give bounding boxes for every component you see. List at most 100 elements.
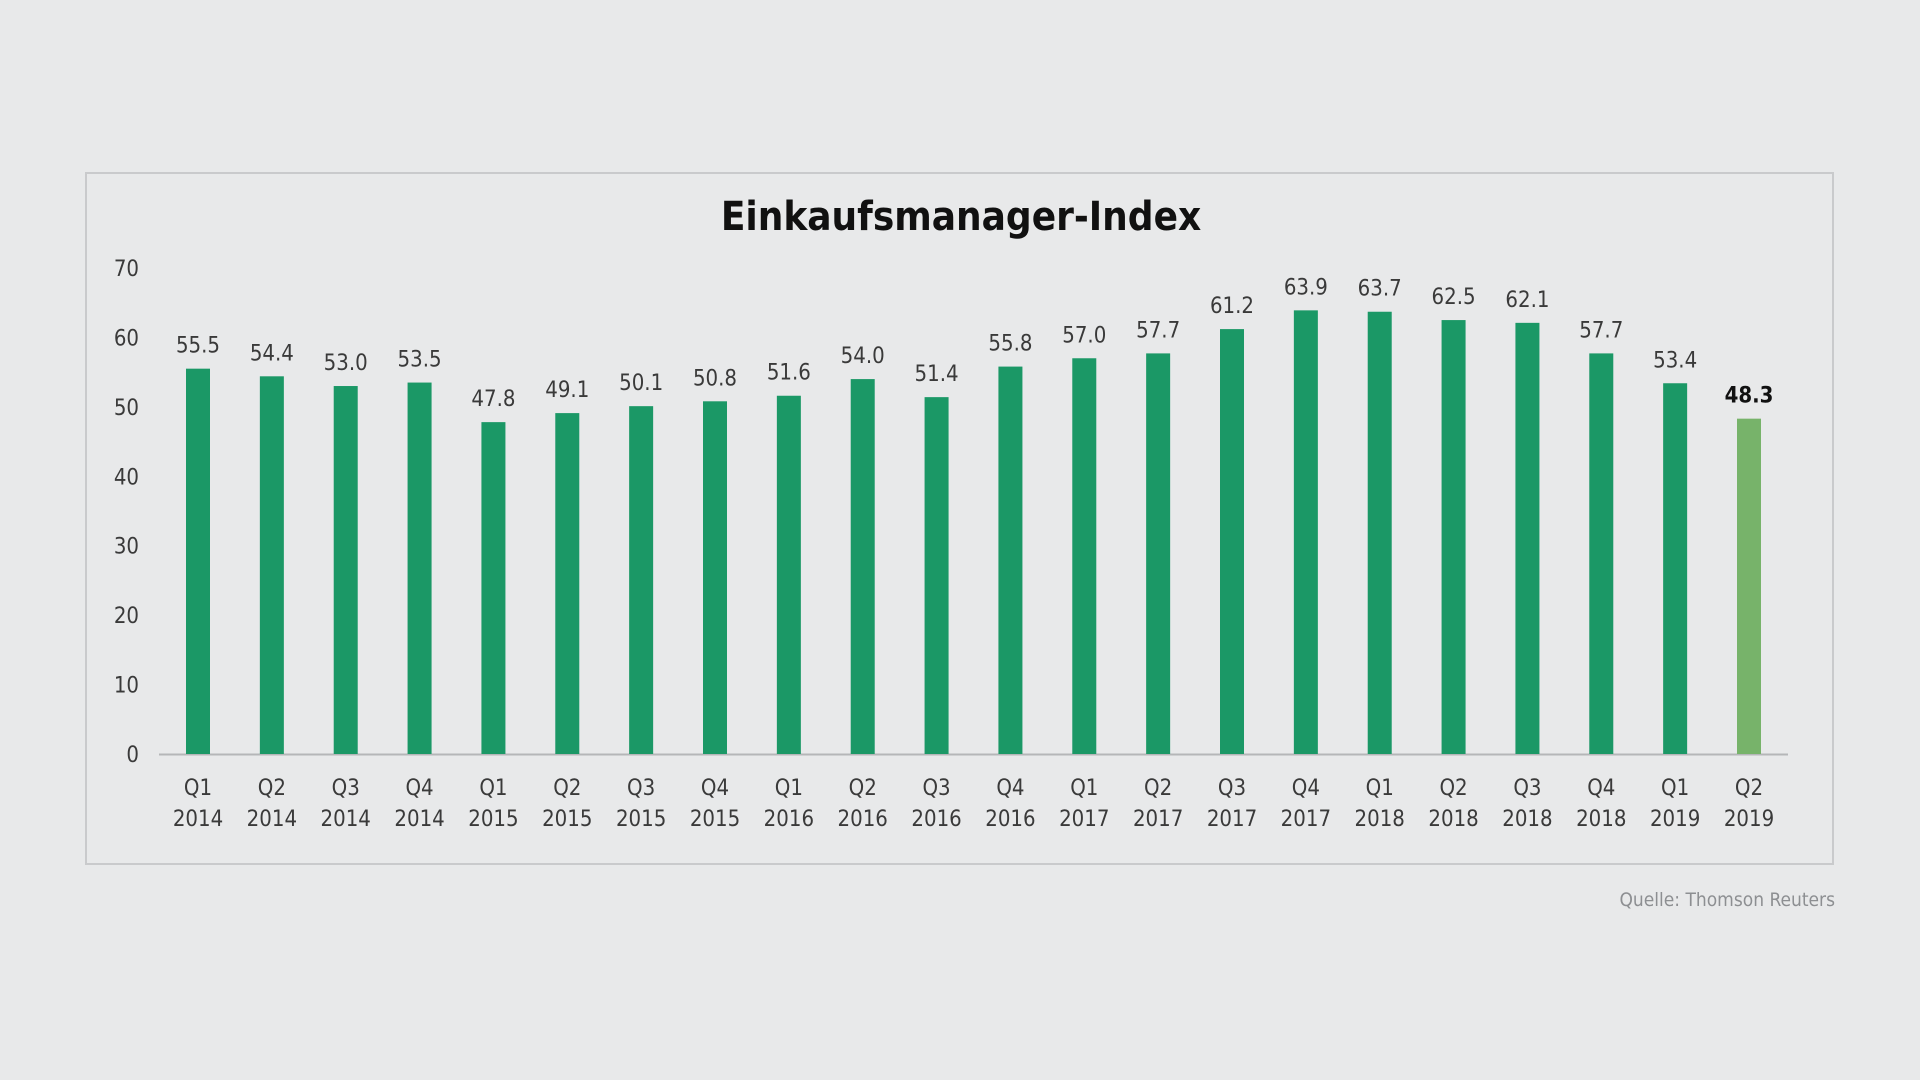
data-label: 63.7 [1358, 277, 1402, 302]
x-tick-year: 2014 [321, 807, 371, 832]
bar [703, 401, 727, 754]
x-tick-year: 2018 [1355, 807, 1405, 832]
x-tick-year: 2015 [468, 807, 518, 832]
data-label: 55.5 [176, 334, 220, 359]
bar [1441, 320, 1466, 754]
y-tick-label: 50 [114, 396, 139, 421]
x-tick-quarter: Q1 [1366, 776, 1394, 801]
chart-frame: Einkaufsmanager-Index 0 10 20 30 40 50 60 70 55… [85, 172, 1834, 865]
x-tick-quarter: Q1 [479, 776, 507, 801]
x-tick-quarter: Q3 [1513, 776, 1541, 801]
x-tick-year: 2016 [985, 807, 1035, 832]
x-tick-year: 2018 [1428, 807, 1478, 832]
x-tick-year: 2019 [1724, 807, 1774, 832]
bar [998, 366, 1023, 754]
bar-chart: Einkaufsmanager-Index 0 10 20 30 40 50 60 70 55… [114, 194, 1788, 832]
bar [481, 422, 506, 754]
data-label: 61.2 [1210, 294, 1254, 319]
x-tick-quarter: Q2 [258, 776, 286, 801]
x-tick-year: 2015 [542, 807, 592, 832]
data-label: 50.8 [693, 366, 737, 391]
y-tick-label: 70 [114, 257, 139, 282]
data-label: 53.0 [324, 351, 368, 376]
x-tick-year: 2017 [1281, 807, 1331, 832]
x-tick-quarter: Q4 [405, 776, 433, 801]
y-tick-label: 60 [114, 326, 139, 351]
x-tick-year: 2016 [911, 807, 961, 832]
data-label: 54.4 [250, 341, 294, 366]
x-tick-year: 2017 [1133, 807, 1183, 832]
data-label: 62.5 [1432, 285, 1476, 310]
y-tick-label: 20 [114, 604, 139, 629]
bar [924, 397, 949, 754]
x-tick-quarter: Q1 [184, 776, 212, 801]
x-tick-quarter: Q2 [1439, 776, 1467, 801]
bar [1072, 358, 1097, 754]
x-tick-year: 2015 [690, 807, 740, 832]
bar [1220, 329, 1244, 754]
y-tick-label: 30 [114, 535, 139, 560]
data-label: 49.1 [545, 378, 589, 403]
bar [186, 368, 210, 754]
x-tick-year: 2016 [764, 807, 814, 832]
x-tick-quarter: Q3 [1218, 776, 1246, 801]
chart-title: Einkaufsmanager-Index [721, 194, 1201, 240]
data-label: 51.4 [915, 362, 959, 387]
x-tick-quarter: Q1 [1070, 776, 1098, 801]
bar [1663, 383, 1688, 754]
bar [1515, 322, 1540, 754]
data-label: 57.0 [1062, 323, 1106, 348]
x-tick-quarter: Q1 [1661, 776, 1689, 801]
bar [776, 395, 801, 754]
y-tick-label: 10 [114, 674, 139, 699]
bar [407, 382, 432, 754]
x-tick-quarter: Q4 [1292, 776, 1320, 801]
bar [555, 413, 580, 754]
x-tick-year: 2014 [173, 807, 223, 832]
x-tick-quarter: Q1 [775, 776, 803, 801]
data-label: 53.5 [398, 348, 442, 373]
x-tick-year: 2018 [1576, 807, 1626, 832]
data-label: 62.1 [1505, 288, 1549, 313]
y-tick-label: 0 [126, 743, 139, 768]
data-label: 54.0 [841, 344, 885, 369]
bar [629, 406, 654, 754]
x-tick-year: 2015 [616, 807, 666, 832]
x-tick-year: 2017 [1207, 807, 1257, 832]
x-tick-quarter: Q3 [922, 776, 950, 801]
data-label: 63.9 [1284, 275, 1328, 300]
x-tick-year: 2018 [1502, 807, 1552, 832]
x-tick-quarter: Q2 [849, 776, 877, 801]
data-label: 55.8 [988, 332, 1032, 357]
bar [1146, 353, 1171, 754]
x-tick-year: 2016 [838, 807, 888, 832]
x-tick-quarter: Q2 [1144, 776, 1172, 801]
bar [1737, 418, 1761, 754]
x-tick-year: 2014 [247, 807, 297, 832]
bar [850, 379, 875, 754]
x-tick-quarter: Q3 [627, 776, 655, 801]
bar [1367, 311, 1392, 754]
y-tick-label: 40 [114, 465, 139, 490]
data-label: 57.7 [1136, 318, 1180, 343]
x-tick-quarter: Q4 [1587, 776, 1615, 801]
bar [259, 376, 284, 754]
x-tick-year: 2014 [394, 807, 444, 832]
x-tick-quarter: Q4 [701, 776, 729, 801]
data-label: 53.4 [1653, 348, 1697, 373]
bar [333, 386, 358, 754]
data-label: 47.8 [471, 387, 515, 412]
x-tick-year: 2019 [1650, 807, 1700, 832]
data-label: 51.6 [767, 361, 811, 386]
x-tick-quarter: Q2 [1735, 776, 1763, 801]
x-tick-quarter: Q4 [996, 776, 1024, 801]
source-note: Quelle: Thomson Reuters [1619, 889, 1835, 911]
x-tick-quarter: Q2 [553, 776, 581, 801]
x-tick-quarter: Q3 [332, 776, 360, 801]
x-tick-year: 2017 [1059, 807, 1109, 832]
bar [1589, 353, 1614, 754]
data-label: 48.3 [1725, 384, 1774, 409]
data-label: 50.1 [619, 371, 663, 396]
data-label: 57.7 [1579, 318, 1623, 343]
bar [1293, 310, 1318, 754]
